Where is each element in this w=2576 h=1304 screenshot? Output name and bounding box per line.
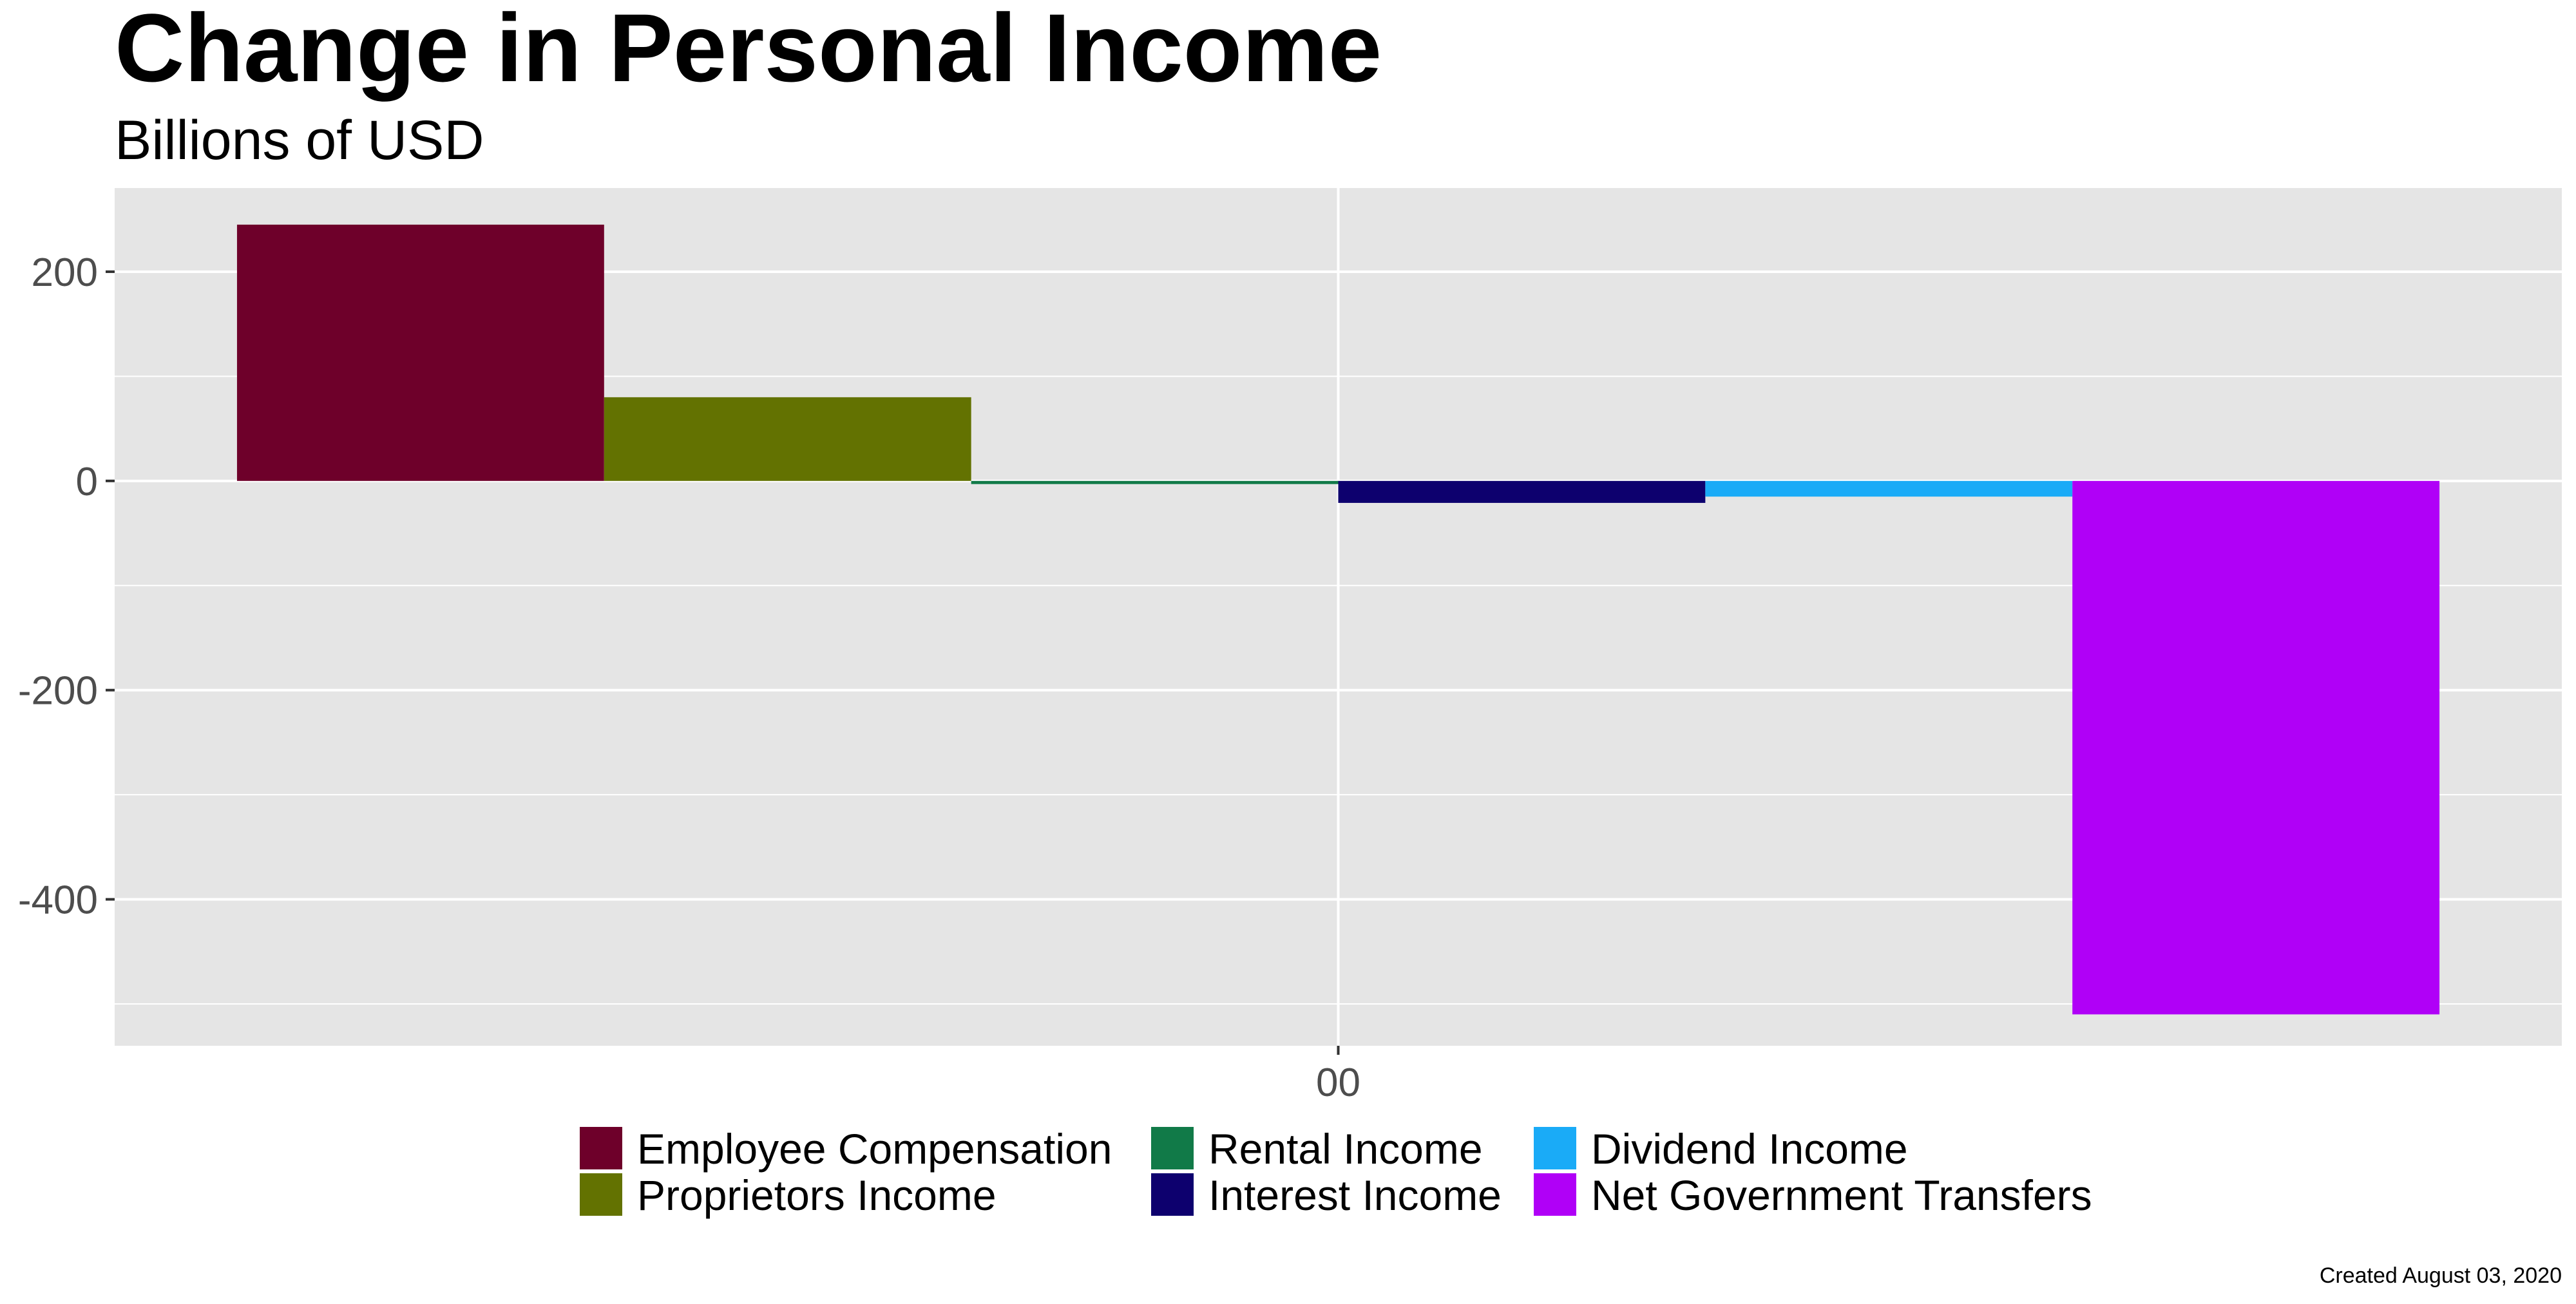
y-tick-label: -200 (18, 669, 98, 713)
legend-label: Proprietors Income (637, 1171, 997, 1219)
y-tick-label: 200 (32, 250, 98, 295)
chart-title: Change in Personal Income (115, 0, 1382, 102)
legend-label: Employee Compensation (637, 1125, 1112, 1173)
legend-key (1534, 1127, 1576, 1169)
legend-item: Employee Compensation (580, 1125, 1112, 1173)
bars (236, 224, 2440, 1015)
bar-interest-income (1338, 480, 1706, 503)
axes: -400 -200 0 200 00 (18, 250, 1360, 1105)
bar-net-government-transfers (2072, 480, 2440, 1015)
bar-proprietors-income (604, 397, 971, 481)
legend-label: Net Government Transfers (1591, 1171, 2092, 1219)
legend-label: Rental Income (1208, 1125, 1483, 1173)
legend-label: Interest Income (1208, 1171, 1502, 1219)
legend-item: Rental Income (1151, 1125, 1483, 1173)
chart-subtitle: Billions of USD (115, 109, 484, 171)
chart-caption: Created August 03, 2020 (2320, 1263, 2562, 1288)
bar-dividend-income (1705, 480, 2073, 497)
y-tick-label: -400 (18, 878, 98, 923)
legend-key (580, 1173, 622, 1216)
x-tick-label: 00 (1316, 1061, 1360, 1105)
bar-rental-income (971, 480, 1339, 484)
y-tick-label: 0 (76, 460, 98, 504)
legend-item: Interest Income (1151, 1171, 1502, 1219)
legend-item: Net Government Transfers (1534, 1171, 2092, 1219)
legend-key (1534, 1173, 1576, 1216)
legend-item: Dividend Income (1534, 1125, 1908, 1173)
legend-label: Dividend Income (1591, 1125, 1908, 1173)
legend-key (1151, 1173, 1194, 1216)
legend-key (580, 1127, 622, 1169)
legend-key (1151, 1127, 1194, 1169)
legend-item: Proprietors Income (580, 1171, 997, 1219)
bar-employee-compensation (236, 224, 604, 481)
